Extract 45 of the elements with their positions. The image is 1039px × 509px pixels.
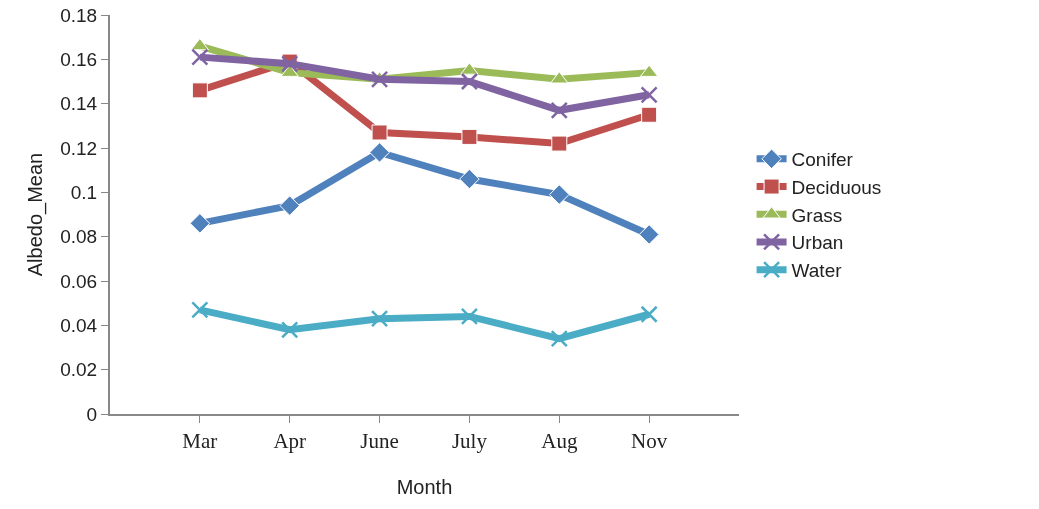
x-tick-label: July [451, 429, 488, 454]
y-tick-label: 0 [86, 403, 98, 425]
y-tick-label: 0.06 [60, 270, 98, 292]
y-tick-label: 0.04 [60, 314, 98, 336]
legend-label: Grass [791, 204, 843, 226]
x-tick-label: Aug [541, 429, 578, 454]
legend-label: Water [791, 260, 843, 282]
point [370, 309, 389, 328]
point [191, 82, 208, 99]
y-axis-title: Albedo_Mean [24, 152, 48, 277]
point [191, 301, 209, 319]
y-tick-label: 0.16 [60, 48, 98, 70]
point [279, 195, 300, 216]
legend-label: Deciduous [791, 176, 882, 198]
point [189, 213, 211, 234]
point [461, 128, 478, 145]
point [550, 101, 569, 120]
x-tick-label: June [360, 429, 399, 454]
y-tick-label: 0.14 [60, 93, 98, 115]
point [550, 329, 569, 348]
point [459, 168, 480, 190]
x-axis-title: Month [396, 476, 453, 499]
point [460, 72, 479, 91]
x-tick-label: Mar [182, 429, 218, 454]
legend-label: Conifer [791, 149, 854, 171]
y-tick-label: 0.1 [70, 181, 98, 203]
y-tick-label: 0.02 [60, 359, 98, 381]
point [640, 305, 658, 323]
point [640, 86, 658, 104]
point [369, 142, 390, 163]
y-tick-label: 0.18 [60, 4, 98, 26]
point [549, 184, 570, 205]
point [551, 135, 568, 152]
x-tick-label: Apr [273, 429, 307, 454]
x-tick-label: Nov [631, 429, 668, 454]
point [191, 48, 209, 66]
point [460, 307, 479, 326]
legend-label: Urban [791, 232, 844, 254]
point [638, 224, 660, 245]
point [641, 106, 658, 123]
point [280, 321, 299, 339]
y-tick-label: 0.08 [60, 226, 98, 248]
y-tick-label: 0.12 [60, 137, 98, 159]
point [370, 70, 389, 89]
point [371, 124, 388, 141]
